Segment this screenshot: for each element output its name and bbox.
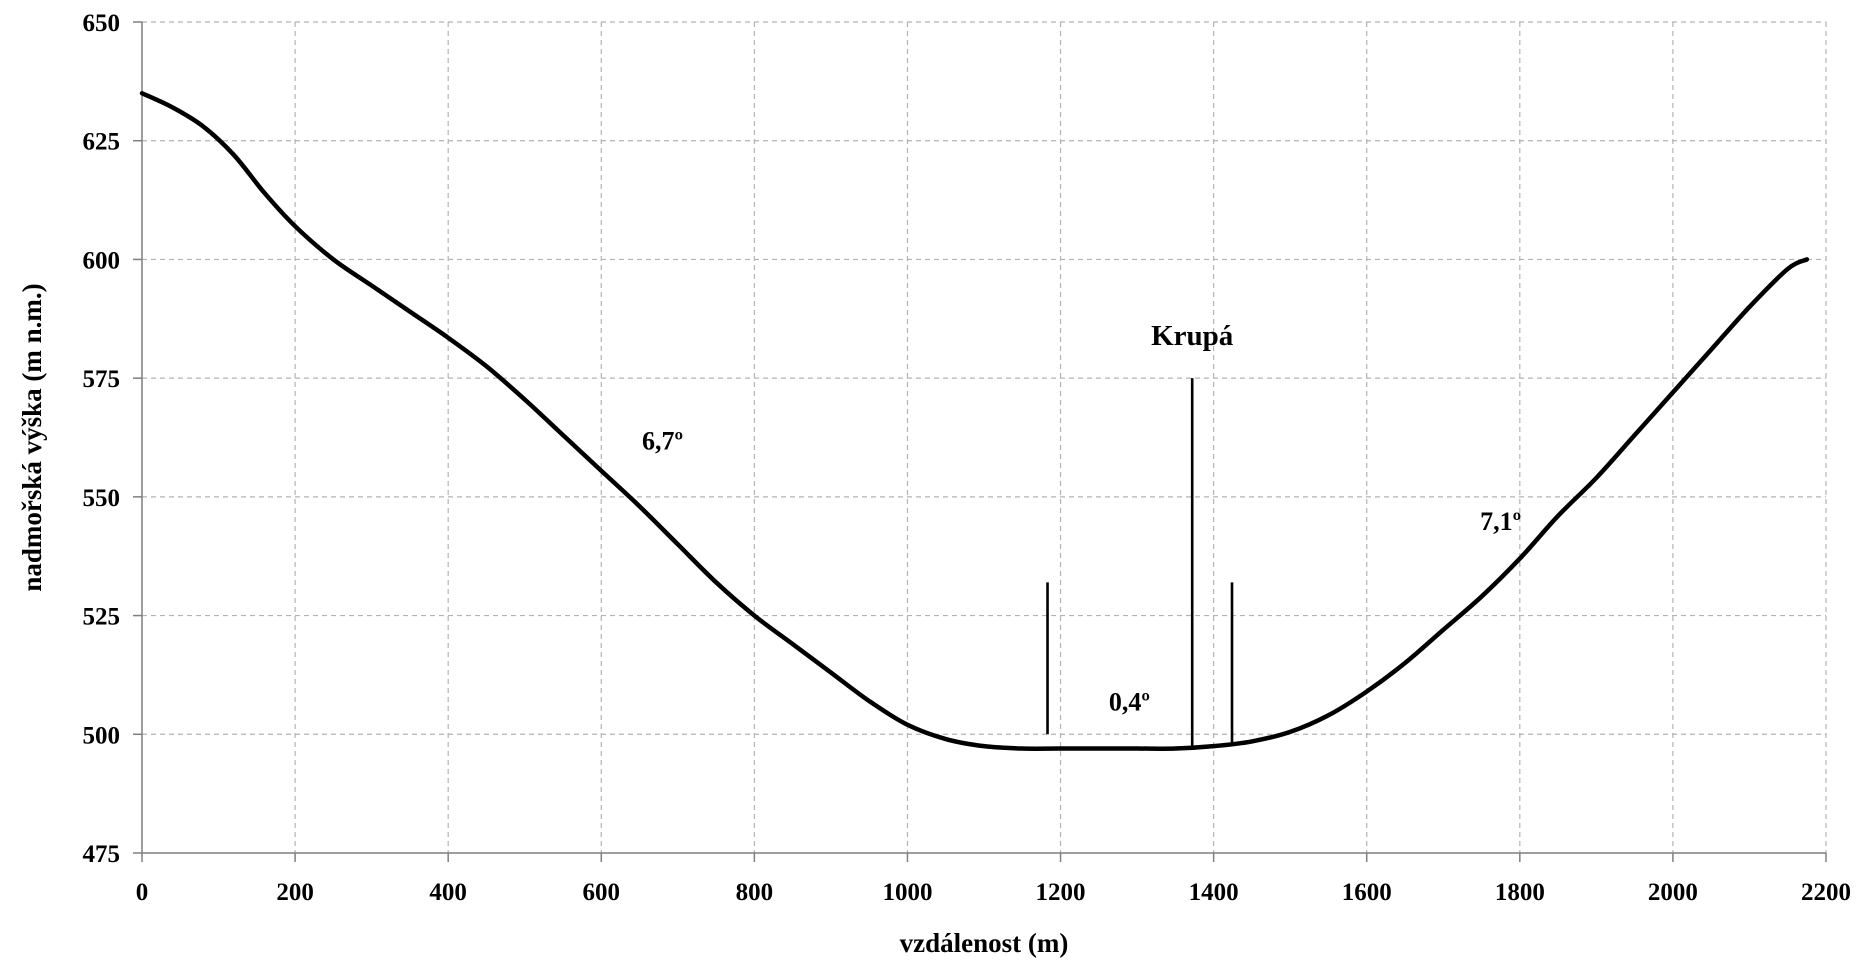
x-tick-label: 1600 [1342, 879, 1392, 906]
axis-layer [133, 21, 1827, 862]
y-tick-label: 625 [83, 129, 121, 156]
x-tick-label: 1000 [882, 879, 932, 906]
marker-layer [1046, 378, 1234, 749]
y-tick-label: 475 [83, 841, 121, 868]
label-layer: 0 200 400 600 800 1000 1200 1400 1600 1800 2000 220… [17, 10, 1851, 958]
x-tick-label: 600 [583, 879, 621, 906]
y-tick-label: 550 [83, 485, 121, 512]
x-tick-label: 200 [276, 879, 314, 906]
annotation-label: 0,4º [1109, 688, 1150, 717]
y-axis-title: nadmořská výška (m n.m.) [17, 283, 47, 591]
x-tick-label: 1200 [1036, 879, 1086, 906]
x-tick-label: 2000 [1648, 879, 1698, 906]
x-tick-label: 800 [736, 879, 774, 906]
y-tick-label: 500 [83, 722, 121, 749]
grid-layer [142, 21, 1827, 853]
y-tick-label: 600 [83, 247, 121, 274]
annotation-label: Krupá [1151, 320, 1234, 352]
x-tick-label: 2200 [1801, 879, 1851, 906]
y-tick-label: 525 [83, 604, 121, 631]
x-axis-title: vzdálenost (m) [900, 928, 1069, 958]
x-tick-label: 0 [136, 879, 149, 906]
x-tick-label: 400 [429, 879, 467, 906]
y-tick-label: 575 [83, 366, 121, 393]
x-tick-label: 1400 [1189, 879, 1239, 906]
elevation-profile-line [139, 90, 1810, 751]
x-tick-label: 1800 [1495, 879, 1545, 906]
y-tick-label: 650 [83, 10, 121, 37]
annotation-label: 7,1º [1480, 507, 1521, 536]
annotation-label: 6,7º [642, 426, 683, 455]
series-layer [139, 90, 1810, 751]
